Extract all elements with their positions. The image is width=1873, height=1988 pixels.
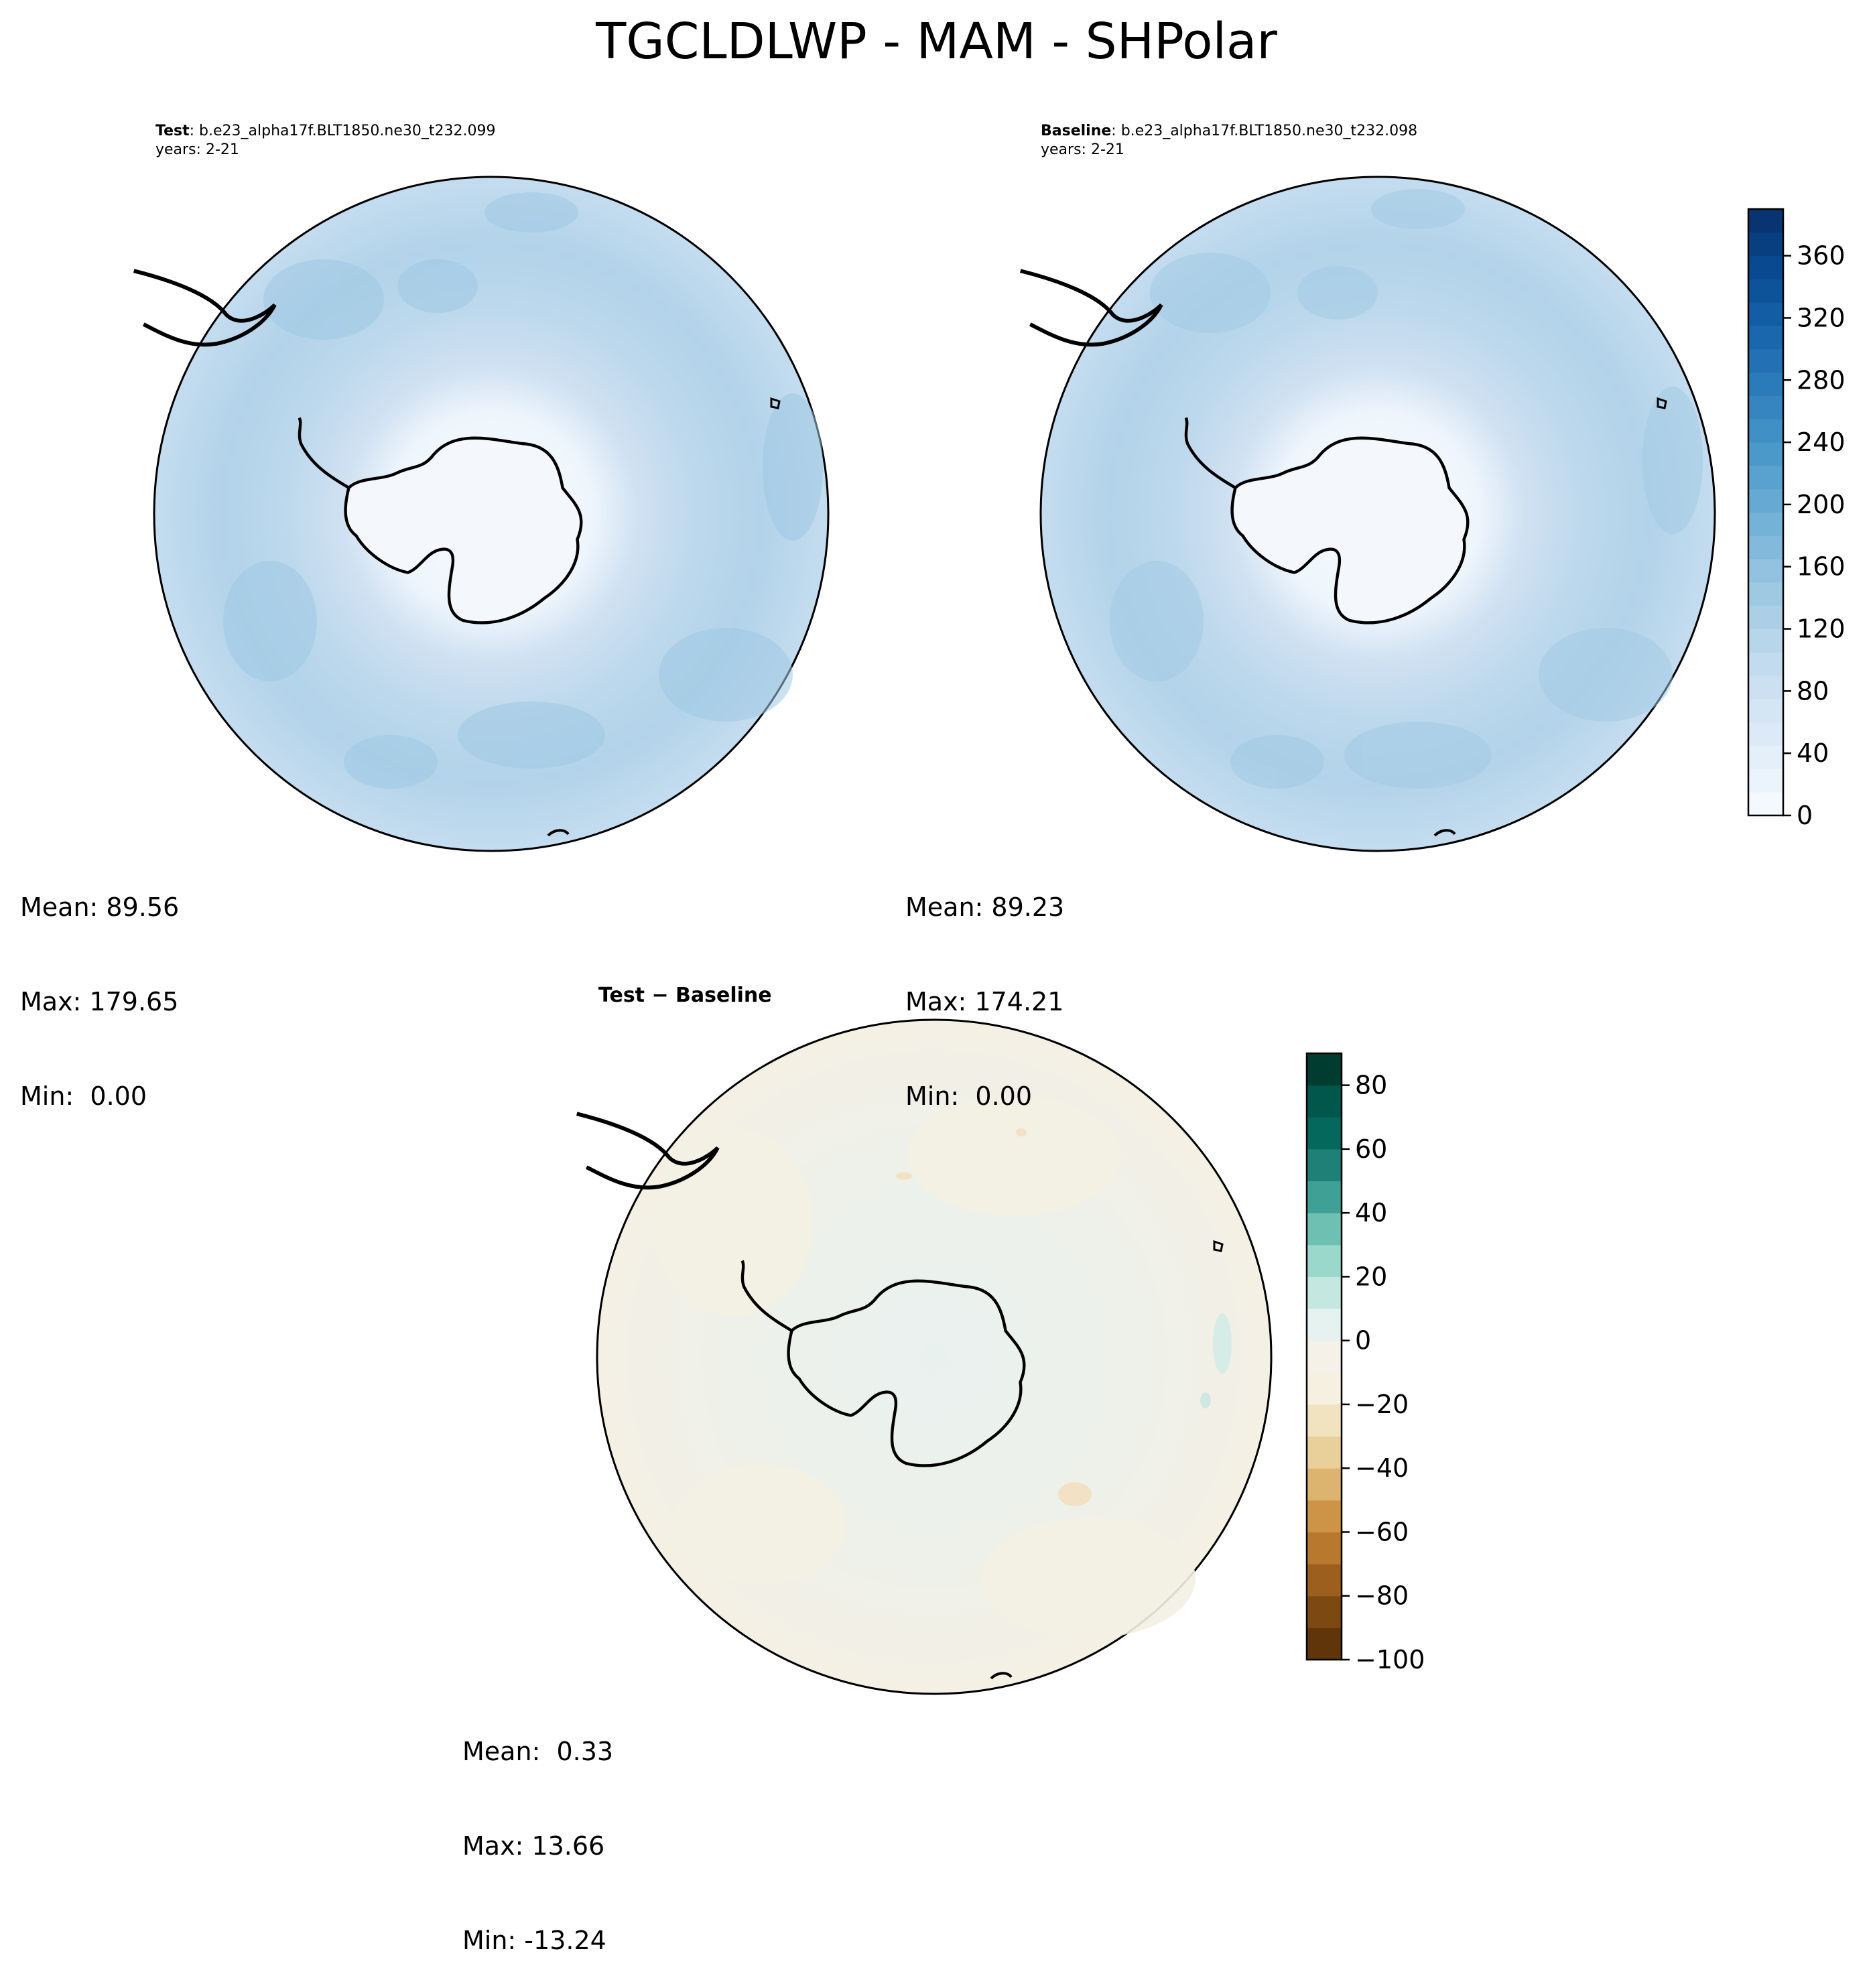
blues-colorbar-tick-label: 280 bbox=[1797, 365, 1846, 395]
blues-colorbar-band bbox=[1748, 535, 1783, 559]
baseline-stats: Mean: 89.23 Max: 174.21 Min: 0.00 bbox=[905, 829, 1064, 1144]
diff-colorbar-band bbox=[1307, 1404, 1342, 1437]
blues-colorbar-band bbox=[1748, 512, 1783, 536]
baseline-mean: Mean: 89.23 bbox=[905, 892, 1065, 922]
blues-colorbar-tick-label: 80 bbox=[1797, 676, 1829, 706]
diff-min: Min: -13.24 bbox=[462, 1926, 606, 1955]
blues-colorbar-band bbox=[1748, 769, 1783, 793]
baseline-years: years: 2-21 bbox=[1041, 141, 1124, 158]
blues-colorbar-tick-label: 360 bbox=[1797, 241, 1846, 271]
diff-map bbox=[577, 1018, 1273, 1695]
diff-colorbar-band bbox=[1307, 1532, 1342, 1565]
diff-colorbar-band bbox=[1307, 1564, 1342, 1597]
diff-panel-title: Test − Baseline bbox=[598, 984, 772, 1007]
baseline-max: Max: 174.21 bbox=[905, 987, 1064, 1016]
diff-colorbar-tick-label: 80 bbox=[1355, 1071, 1387, 1100]
diff-colorbar-band bbox=[1307, 1117, 1342, 1150]
blues-colorbar-band bbox=[1748, 745, 1783, 769]
blues-colorbar-tick-label: 40 bbox=[1797, 738, 1829, 768]
blues-colorbar-tick-label: 0 bbox=[1797, 801, 1813, 830]
blues-colorbar-tick-label: 160 bbox=[1797, 552, 1846, 582]
blues-colorbar-band bbox=[1748, 652, 1783, 676]
blues-colorbar-band bbox=[1748, 628, 1783, 653]
diff-colorbar-band bbox=[1307, 1244, 1342, 1277]
diff-colorbar-band bbox=[1307, 1309, 1342, 1341]
baseline-label: Baseline bbox=[1041, 123, 1112, 139]
blues-colorbar-tick-label: 120 bbox=[1797, 614, 1846, 644]
diff-colorbar-tick-label: 40 bbox=[1355, 1198, 1387, 1228]
blues-colorbar-band bbox=[1748, 442, 1783, 466]
diff-colorbar-tick-label: 60 bbox=[1355, 1134, 1387, 1164]
figure-title: TGCLDLWP - MAM - SHPolar bbox=[596, 13, 1277, 70]
diff-field-patches bbox=[653, 1096, 1232, 1638]
blues-colorbar-band bbox=[1748, 722, 1783, 746]
blues-colorbar-band bbox=[1748, 792, 1783, 816]
blues-colorbar-band bbox=[1748, 395, 1783, 419]
diff-colorbar-band bbox=[1307, 1053, 1342, 1086]
test-mean: Mean: 89.56 bbox=[20, 892, 180, 922]
test-panel-header: Test: b.e23_alpha17f.BLT1850.ne30_t232.0… bbox=[155, 122, 495, 159]
diff-colorbar-tick-label: −20 bbox=[1355, 1390, 1409, 1419]
diff-colorbar-band bbox=[1307, 1085, 1342, 1118]
diff-colorbar-band bbox=[1307, 1595, 1342, 1628]
diff-colorbar-band bbox=[1307, 1372, 1342, 1405]
baseline-map bbox=[1021, 176, 1716, 852]
baseline-case-name: : b.e23_alpha17f.BLT1850.ne30_t232.098 bbox=[1111, 123, 1418, 139]
blues-colorbar-band bbox=[1748, 302, 1783, 326]
diff-colorbar-band bbox=[1307, 1148, 1342, 1182]
test-min: Min: 0.00 bbox=[20, 1081, 147, 1111]
blues-colorbar-band bbox=[1748, 465, 1783, 490]
diff-colorbar-band bbox=[1307, 1340, 1342, 1373]
diff-colorbar-tick-label: −80 bbox=[1355, 1581, 1409, 1611]
blues-colorbar-band bbox=[1748, 559, 1783, 583]
diff-colorbar-tick-label: −60 bbox=[1355, 1517, 1409, 1546]
test-years: years: 2-21 bbox=[155, 141, 239, 158]
blues-colorbar-band bbox=[1748, 605, 1783, 630]
test-case-name: : b.e23_alpha17f.BLT1850.ne30_t232.099 bbox=[189, 123, 496, 139]
blues-colorbar-band bbox=[1748, 255, 1783, 279]
blues-colorbar-band bbox=[1748, 698, 1783, 723]
diff-colorbar-band bbox=[1307, 1628, 1342, 1660]
blues-colorbar-band bbox=[1748, 582, 1783, 606]
diff-colorbar-band bbox=[1307, 1213, 1342, 1246]
blues-colorbar-band bbox=[1748, 232, 1783, 257]
diff-colorbar-tick-label: 0 bbox=[1355, 1326, 1371, 1355]
blues-colorbar-band bbox=[1748, 419, 1783, 443]
baseline-field-patches bbox=[1110, 189, 1703, 789]
diff-colorbar-band bbox=[1307, 1500, 1342, 1532]
diff-colorbar-tick-label: −40 bbox=[1355, 1453, 1409, 1483]
blues-colorbar-band bbox=[1748, 675, 1783, 700]
blues-colorbar-tick-label: 200 bbox=[1797, 490, 1846, 519]
blues-colorbar: 0 40 80 120 160 200 240 280 320 360 bbox=[1747, 208, 1846, 830]
diff-max: Max: 13.66 bbox=[462, 1831, 605, 1861]
diff-colorbar-tick-label: 20 bbox=[1355, 1262, 1387, 1291]
blues-colorbar-band bbox=[1748, 488, 1783, 513]
diff-colorbar-band bbox=[1307, 1468, 1342, 1501]
diff-colorbar-tick-label: −100 bbox=[1355, 1645, 1425, 1674]
test-label: Test bbox=[155, 123, 190, 139]
blues-colorbar-band bbox=[1748, 326, 1783, 350]
test-map bbox=[134, 176, 830, 852]
blues-colorbar-band bbox=[1748, 279, 1783, 303]
diff-colorbar: −100 −80 −60 −40 −20 0 20 40 60 80 bbox=[1305, 1052, 1425, 1674]
blues-colorbar-tick-label: 320 bbox=[1797, 303, 1846, 332]
diff-colorbar-band bbox=[1307, 1276, 1342, 1309]
diff-colorbar-band bbox=[1307, 1436, 1342, 1469]
baseline-min: Min: 0.00 bbox=[905, 1081, 1032, 1111]
diff-stats: Mean: 0.33 Max: 13.66 Min: -13.24 bbox=[462, 1673, 613, 1988]
blues-colorbar-band bbox=[1748, 209, 1783, 233]
test-field-patches bbox=[223, 192, 823, 789]
diff-colorbar-band bbox=[1307, 1181, 1342, 1213]
blues-colorbar-tick-label: 240 bbox=[1797, 427, 1846, 457]
blues-colorbar-band bbox=[1748, 372, 1783, 396]
test-stats: Mean: 89.56 Max: 179.65 Min: 0.00 bbox=[20, 829, 179, 1144]
baseline-panel-header: Baseline: b.e23_alpha17f.BLT1850.ne30_t2… bbox=[1041, 122, 1417, 159]
test-max: Max: 179.65 bbox=[20, 987, 179, 1016]
diff-mean: Mean: 0.33 bbox=[462, 1737, 614, 1766]
blues-colorbar-band bbox=[1748, 348, 1783, 373]
